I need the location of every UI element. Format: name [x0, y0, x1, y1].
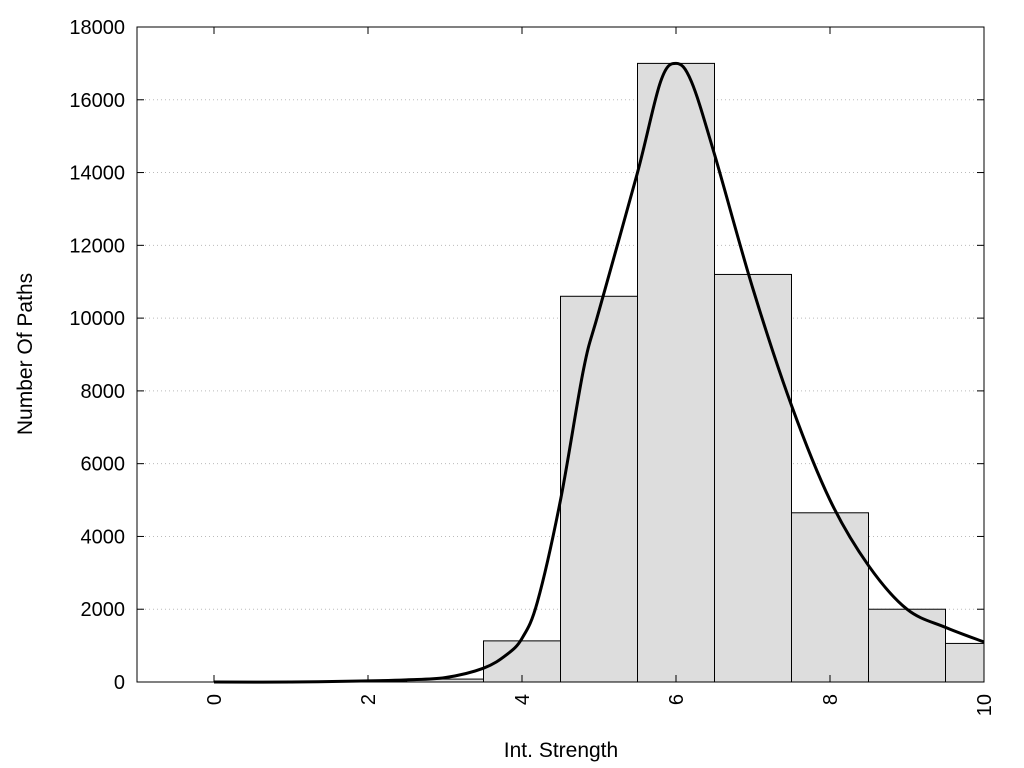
histogram-bars [329, 62, 985, 683]
fit-curve [213, 61, 985, 684]
y-tick-label: 8000 [81, 381, 126, 403]
y-tick-label: 18000 [69, 17, 125, 39]
histogram-bar [868, 608, 946, 683]
y-axis-label: Number Of Paths [14, 273, 37, 435]
x-axis-ticks: 0 2 4 6 8 10 [204, 27, 996, 716]
fit-curve-layer [213, 61, 985, 684]
y-axis-ticks: 0 2000 4000 6000 8000 10000 12000 14000 16000 180… [69, 17, 984, 694]
y-tick-label: 4000 [81, 526, 126, 548]
x-tick-label: 6 [666, 694, 688, 705]
histogram-bar [714, 273, 792, 683]
x-tick-label: 2 [358, 694, 380, 705]
plot-frame [136, 26, 985, 683]
histogram-bar [560, 295, 638, 683]
x-tick-label: 8 [820, 694, 842, 705]
y-tick-label: 10000 [69, 308, 125, 330]
y-tick-label: 2000 [81, 599, 126, 621]
histogram-bar [791, 512, 869, 683]
histogram-bar [945, 642, 985, 683]
y-tick-label: 14000 [69, 163, 125, 185]
histogram-bar [637, 62, 715, 683]
y-tick-label: 12000 [69, 235, 125, 257]
y-tick-label: 16000 [69, 90, 125, 112]
x-tick-label: 4 [512, 694, 534, 705]
x-axis-label: Int. Strength [504, 739, 618, 762]
x-tick-label: 10 [974, 694, 996, 716]
y-tick-label: 6000 [81, 454, 126, 476]
x-tick-label: 0 [204, 694, 226, 705]
y-tick-label: 0 [114, 672, 125, 694]
